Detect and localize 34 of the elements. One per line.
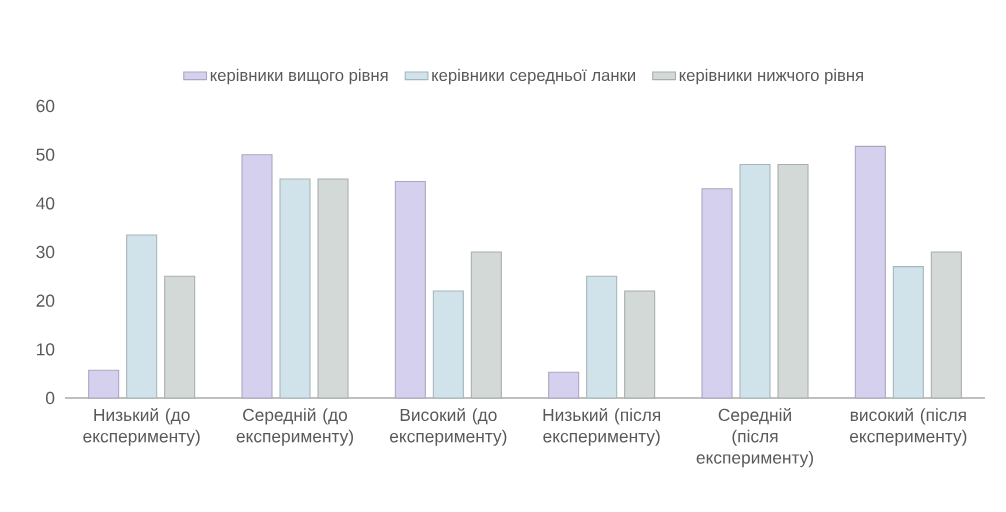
bar: [854, 145, 886, 399]
bar: [88, 369, 120, 399]
y-tick-label: 40: [36, 197, 55, 210]
bar: [548, 371, 580, 399]
bar: [624, 290, 656, 399]
bar: [126, 234, 158, 399]
x-tick-label: Низький (до експерименту): [83, 408, 200, 446]
x-tick-label: Середній (після експерименту): [696, 408, 814, 468]
bar: [241, 154, 273, 399]
y-tick-label: 20: [36, 294, 55, 307]
bar: [394, 180, 426, 399]
x-tick-label: високий (після експерименту): [850, 408, 967, 446]
x-tick-label: Середній (до експерименту): [236, 408, 354, 446]
bar: [317, 178, 349, 399]
x-tick-label: Низький (після експерименту): [543, 408, 661, 446]
bar: [586, 275, 618, 399]
y-tick-label: 30: [36, 245, 55, 259]
legend-label: керівники нижчого рівня: [679, 68, 863, 85]
bar: [701, 188, 733, 399]
legend-label: керівники середньої ланки: [432, 68, 636, 85]
bar: [892, 266, 924, 399]
bar: [777, 163, 809, 399]
bar: [279, 178, 311, 399]
bar: [739, 163, 771, 399]
bar: [432, 290, 464, 399]
y-tick-label: 60: [36, 99, 55, 113]
bar: [470, 251, 502, 399]
bar: [164, 275, 196, 399]
legend-label: керівники вищого рівня: [210, 68, 388, 85]
y-tick-label: 50: [36, 148, 55, 161]
bar: [930, 251, 962, 399]
y-tick-label: 0: [45, 391, 55, 405]
y-tick-label: 10: [37, 343, 55, 356]
x-tick-label: Високий (до експерименту): [390, 408, 507, 446]
